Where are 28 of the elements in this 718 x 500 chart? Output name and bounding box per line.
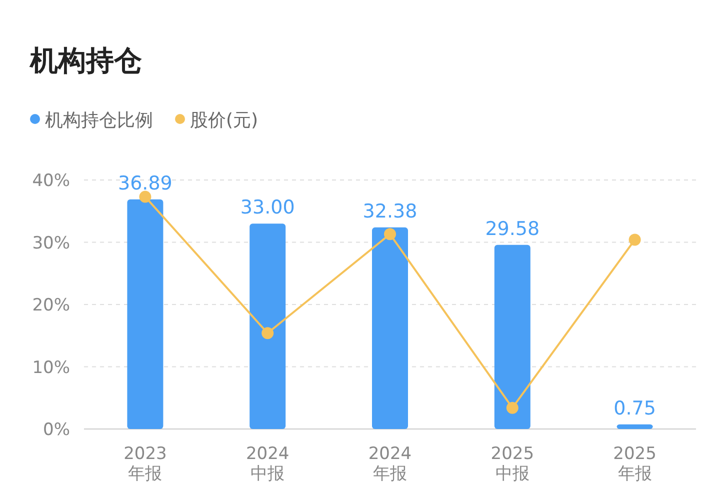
bar: [127, 199, 164, 429]
bar: [616, 424, 653, 429]
bar: [250, 224, 286, 429]
legend-label: 机构持仓比例: [45, 110, 153, 131]
y-tick-label: 0%: [43, 420, 70, 440]
data-label: 29.58: [485, 218, 540, 240]
x-tick-label: 2025 年报: [613, 444, 656, 484]
x-tick-label: 2025 中报: [490, 444, 534, 484]
bar: [372, 227, 408, 429]
point: [139, 190, 152, 203]
bar: [494, 244, 530, 429]
legend-label: 股价(元): [190, 110, 258, 131]
y-tick-label: 40%: [32, 171, 70, 191]
data-label: 0.75: [614, 397, 656, 420]
x-tick-label: 2024 年报: [368, 444, 412, 484]
point: [628, 234, 641, 246]
data-label: 33.00: [240, 196, 295, 219]
y-tick-label: 10%: [32, 358, 70, 378]
point: [384, 228, 396, 240]
y-tick-label: 20%: [32, 296, 70, 316]
chart-title: 机构持仓: [29, 44, 142, 77]
point: [506, 402, 518, 414]
x-tick-label: 2023 年报: [124, 444, 167, 484]
data-label: 36.89: [118, 172, 172, 194]
y-tick-label: 30%: [32, 233, 70, 254]
data-label: 32.38: [362, 200, 418, 222]
x-tick-label: 2024 中报: [246, 444, 290, 484]
point: [262, 327, 274, 340]
